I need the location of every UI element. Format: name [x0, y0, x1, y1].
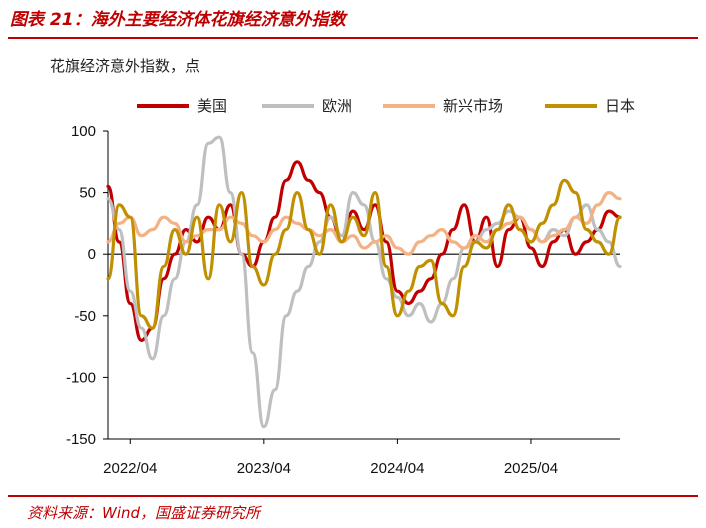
legend-label: 美国	[197, 97, 227, 115]
series-line-1	[106, 135, 622, 429]
y-tick-label: 50	[79, 185, 96, 202]
series-line-3	[106, 178, 622, 330]
legend-label: 新兴市场	[443, 97, 503, 115]
legend-label: 日本	[605, 97, 635, 115]
series-line-0	[106, 160, 622, 342]
x-tick-label: 2024/04	[370, 460, 424, 477]
legend-label: 欧洲	[322, 97, 352, 115]
top-divider	[8, 37, 698, 39]
bottom-divider	[8, 495, 698, 497]
figure-title: 图表 21：海外主要经济体花旗经济意外指数	[10, 10, 346, 30]
y-tick-label: 100	[71, 123, 96, 140]
x-tick-label: 2025/04	[504, 460, 558, 477]
y-tick-label: 0	[88, 246, 96, 263]
y-tick-label: -100	[66, 369, 96, 386]
chart-subtitle: 花旗经济意外指数，点	[50, 57, 201, 75]
y-tick-label: -150	[66, 431, 96, 448]
chart-legend: 美国 欧洲 新兴市场 日本	[137, 97, 635, 115]
y-tick-label: -50	[74, 308, 96, 325]
chart-axes: 100 50 0 -50 -100 -150 2022/04 2023/04 2024/04 20…	[66, 123, 620, 477]
source-note: 资料来源：Wind，国盛证券研究所	[27, 504, 261, 522]
x-tick-label: 2023/04	[237, 460, 291, 477]
x-tick-label: 2022/04	[103, 460, 157, 477]
series-lines	[106, 135, 622, 429]
series-line-2	[106, 191, 622, 256]
